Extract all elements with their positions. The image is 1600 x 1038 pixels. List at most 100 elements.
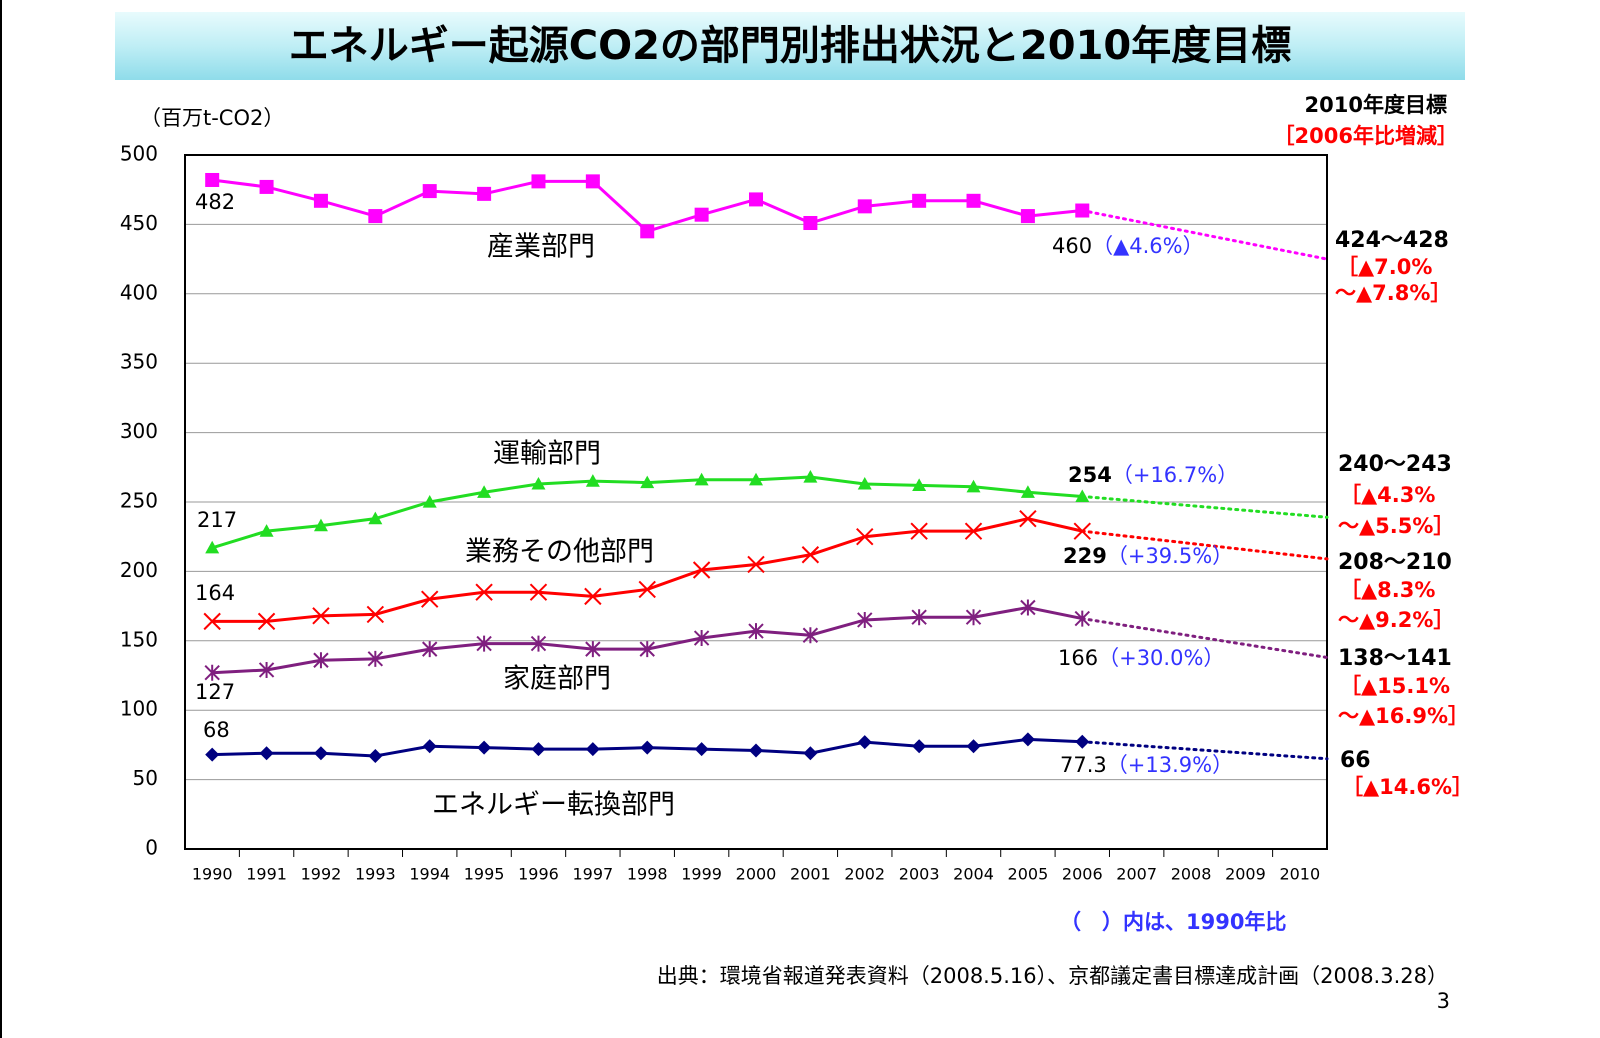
y-tick-label: 200 xyxy=(120,558,158,582)
marker xyxy=(749,472,763,486)
y-tick-label: 400 xyxy=(120,280,158,304)
chart-title: エネルギー起源CO2の部門別排出状況と2010年度目標 xyxy=(289,23,1292,69)
marker xyxy=(585,474,600,487)
target-change: ［▲4.3% xyxy=(1340,483,1435,507)
marker xyxy=(694,472,709,486)
y-tick-label: 300 xyxy=(120,419,158,443)
y-tick-label: 150 xyxy=(120,627,158,651)
marker xyxy=(421,590,439,608)
marker xyxy=(639,641,655,658)
marker xyxy=(585,174,600,189)
marker xyxy=(313,652,329,669)
target-label: 240～243 xyxy=(1338,452,1452,477)
end-note: （+16.7%） xyxy=(1112,463,1238,487)
marker xyxy=(965,609,982,626)
marker xyxy=(531,476,546,490)
marker xyxy=(1020,599,1036,616)
marker xyxy=(803,746,818,761)
target-label: 424～428 xyxy=(1335,228,1449,253)
marker xyxy=(422,641,438,658)
target-label: 138～141 xyxy=(1338,646,1452,671)
marker xyxy=(640,740,655,755)
end-value: 254 xyxy=(1068,463,1112,487)
marker xyxy=(640,475,655,489)
end-value: 166 xyxy=(1058,646,1098,670)
start-label: 482 xyxy=(195,190,235,214)
marker xyxy=(529,583,548,601)
marker xyxy=(422,495,437,508)
marker xyxy=(1073,522,1091,540)
y-axis-label: （百万t-CO2） xyxy=(140,106,284,130)
series-name: 運輸部門 xyxy=(493,439,601,470)
title-banner xyxy=(115,12,1465,80)
marker xyxy=(259,524,274,537)
series-name: 産業部門 xyxy=(487,232,595,263)
marker xyxy=(313,518,328,532)
marker xyxy=(313,193,328,208)
target-subheading: ［2006年比増減］ xyxy=(1274,124,1458,148)
target-label: 66 xyxy=(1340,748,1371,773)
marker xyxy=(749,743,763,758)
y-tick-label: 50 xyxy=(133,766,158,790)
x-tick-label: 2003 xyxy=(899,865,940,884)
marker xyxy=(748,623,764,640)
series-line xyxy=(212,605,1083,675)
marker xyxy=(857,611,873,628)
marker xyxy=(803,216,818,231)
y-tick-label: 0 xyxy=(145,836,158,860)
marker xyxy=(802,627,819,644)
marker xyxy=(422,739,437,754)
target-projection xyxy=(1080,740,1329,761)
marker xyxy=(803,470,818,483)
end-value: 77.3 xyxy=(1060,753,1107,777)
x-tick-label: 2002 xyxy=(844,865,885,884)
y-tick-label: 500 xyxy=(120,142,158,166)
marker xyxy=(693,630,710,647)
footnote: （ ）内は、1990年比 xyxy=(1060,910,1286,934)
series-line xyxy=(212,178,1083,234)
x-tick-label: 1994 xyxy=(409,865,450,884)
target-change: ～▲5.5%］ xyxy=(1338,514,1454,538)
end-label: 254（+16.7%） xyxy=(1068,463,1238,487)
marker xyxy=(203,612,221,631)
marker xyxy=(475,583,493,601)
marker xyxy=(912,739,927,754)
marker xyxy=(205,747,220,762)
end-note: （+30.0%） xyxy=(1098,646,1224,670)
marker xyxy=(694,742,709,757)
x-tick-label: 2007 xyxy=(1116,865,1157,884)
source: 出典：環境省報道発表資料（2008.5.16）、京都議定書目標達成計画（2008… xyxy=(657,964,1448,988)
x-tick-label: 2008 xyxy=(1171,865,1212,884)
y-tick-label: 100 xyxy=(120,697,158,721)
marker xyxy=(366,605,385,624)
marker xyxy=(1020,209,1035,224)
series-name: エネルギー転換部門 xyxy=(432,790,675,821)
y-tick-label: 250 xyxy=(120,489,158,513)
end-label: 460（▲4.6%） xyxy=(1052,234,1204,258)
marker xyxy=(1074,610,1090,627)
marker xyxy=(204,664,220,681)
marker xyxy=(584,587,602,606)
marker xyxy=(477,485,492,498)
start-label: 164 xyxy=(195,581,235,605)
marker xyxy=(477,740,492,755)
x-tick-label: 1992 xyxy=(301,865,342,884)
x-tick-label: 2005 xyxy=(1008,865,1049,884)
x-tick-label: 1996 xyxy=(518,865,559,884)
marker xyxy=(313,746,328,761)
marker xyxy=(477,186,492,201)
marker xyxy=(368,511,383,525)
y-tick-label: 350 xyxy=(120,350,158,374)
marker xyxy=(857,735,872,750)
marker xyxy=(856,527,874,546)
x-tick-label: 2004 xyxy=(953,865,994,884)
target-heading: 2010年度目標 xyxy=(1305,93,1447,117)
marker xyxy=(367,650,384,667)
target-projection xyxy=(1080,209,1329,261)
end-label: 229（+39.5%） xyxy=(1063,544,1233,568)
series-name: 家庭部門 xyxy=(503,664,611,695)
marker xyxy=(259,746,274,761)
marker xyxy=(692,561,711,579)
marker xyxy=(640,224,655,239)
end-label: 166（+30.0%） xyxy=(1058,646,1224,670)
